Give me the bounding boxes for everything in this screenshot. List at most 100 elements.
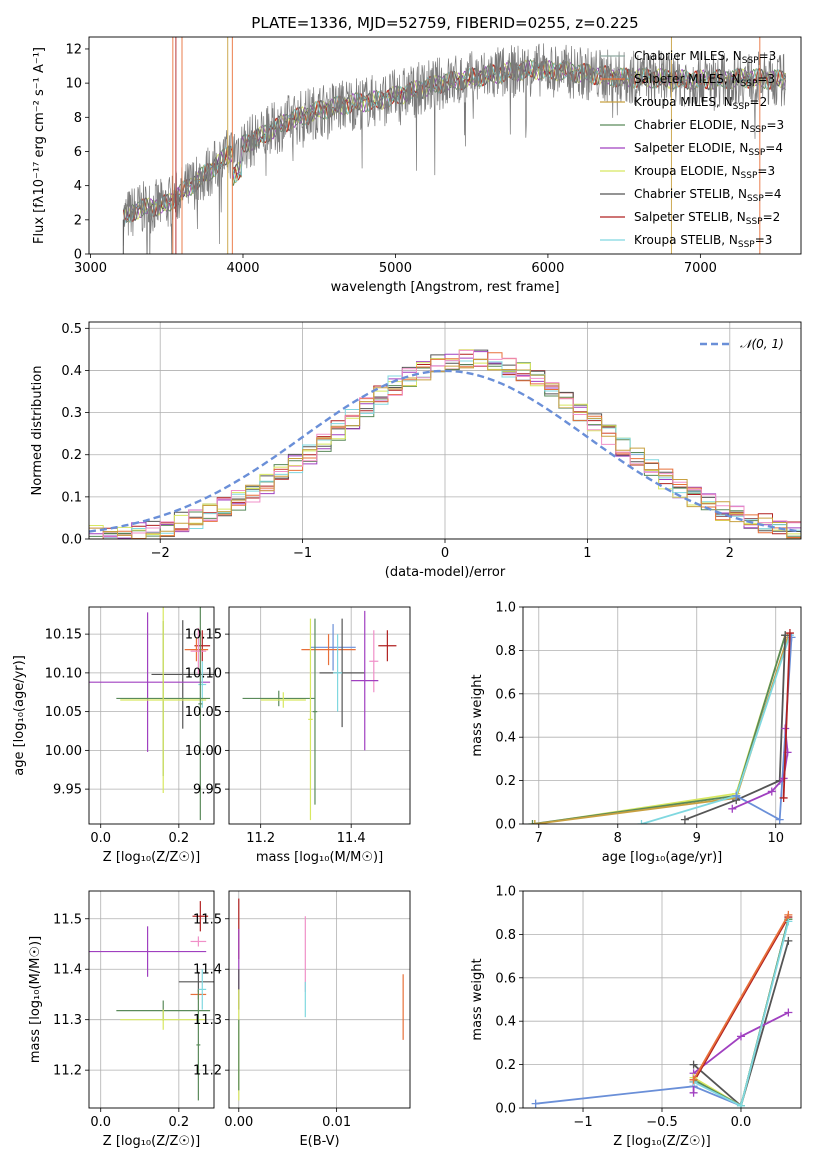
x-tick-label: 2 <box>726 546 734 561</box>
x-tick-label: 4000 <box>226 261 259 276</box>
x-tick-label: 0.2 <box>169 831 190 846</box>
y-tick-label: 1.0 <box>495 885 516 900</box>
x-axis-label: (data-model)/error <box>385 565 506 580</box>
figure-title: PLATE=1336, MJD=52759, FIBERID=0255, z=0… <box>251 14 638 32</box>
weight-line <box>534 637 789 824</box>
weight-line <box>641 634 791 824</box>
axes-frame <box>88 36 802 255</box>
y-tick-label: 11.2 <box>193 1064 222 1079</box>
weight-marker <box>732 791 741 800</box>
x-tick-label: 7 <box>535 831 543 846</box>
x-tick-label: 3000 <box>74 261 107 276</box>
x-axis-label: Z [log₁₀(Z/Z☉)] <box>103 850 200 865</box>
y-tick-label: 10.05 <box>185 705 222 720</box>
y-tick-label: 10.00 <box>185 744 222 759</box>
panel-residuals: −2 −1 0 1 2 0.0 0.1 0.2 0.3 0.4 0.5 (data-model)/er… <box>30 321 802 580</box>
y-tick-label: 0.0 <box>495 1102 516 1117</box>
weight-marker <box>689 1075 698 1084</box>
y-tick-label: 0.4 <box>495 731 516 746</box>
y-tick-label: 6 <box>74 145 82 160</box>
data-spectrum <box>122 43 786 254</box>
y-tick-label: 0.4 <box>495 1015 516 1030</box>
y-tick-label: 11.2 <box>53 1064 82 1079</box>
axes-frame <box>522 890 802 1109</box>
weight-marker <box>784 1008 793 1017</box>
y-tick-label: 0.8 <box>495 928 516 943</box>
weight-marker <box>781 724 790 733</box>
axes-frame <box>88 321 802 540</box>
weight-marker <box>767 787 776 796</box>
x-tick-label: −0.5 <box>646 1115 678 1130</box>
legend-label: Kroupa MILES, NSSP=2 <box>634 95 767 112</box>
legend-label: 𝒩(0, 1) <box>740 337 784 351</box>
weight-marker <box>784 936 793 945</box>
legend-label: Kroupa STELIB, NSSP=3 <box>634 233 772 250</box>
plot-area-mass_vs_Z <box>89 891 214 1108</box>
x-tick-label: 10 <box>767 831 784 846</box>
weight-marker <box>779 793 788 802</box>
plot-area-age_vs_Z <box>89 607 214 824</box>
plot-area-massweight_vs_Z <box>523 891 801 1108</box>
panel-age_vs_Z: 0.0 0.2 9.95 10.00 10.05 10.10 10.15 Z [log₁₀(Z… <box>12 606 215 865</box>
weight-marker <box>530 820 539 824</box>
x-axis-label: age [log₁₀(age/yr)] <box>602 850 723 865</box>
legend-label: Salpeter STELIB, NSSP=2 <box>634 210 780 227</box>
y-tick-label: 10.10 <box>45 666 82 681</box>
x-tick-label: −1 <box>573 1115 592 1130</box>
y-tick-label: 0.2 <box>61 448 82 463</box>
axes-frame <box>228 890 411 1109</box>
weight-marker <box>689 1088 698 1097</box>
plot-area-massweight_vs_age <box>523 607 801 824</box>
x-tick-label: 1 <box>583 546 591 561</box>
histogram-step <box>89 358 801 539</box>
x-axis-label: Z [log₁₀(Z/Z☉)] <box>103 1134 200 1149</box>
x-tick-label: 8 <box>614 831 622 846</box>
legend-label: Kroupa ELODIE, NSSP=3 <box>634 164 775 181</box>
x-tick-label: −2 <box>151 546 170 561</box>
weight-marker <box>785 629 794 638</box>
x-tick-label: 11.4 <box>337 831 366 846</box>
y-axis-label: Normed distribution <box>30 366 45 496</box>
weight-marker <box>781 631 790 640</box>
weight-marker <box>528 820 537 824</box>
legend-label: Chabrier STELIB, NSSP=4 <box>634 187 782 204</box>
x-axis-label: wavelength [Angstrom, rest frame] <box>331 280 560 295</box>
weight-line <box>692 914 790 1081</box>
x-tick-label: 5000 <box>379 261 412 276</box>
x-tick-label: 0 <box>441 546 449 561</box>
y-tick-label: 1.0 <box>495 601 516 616</box>
x-axis-label: Z [log₁₀(Z/Z☉)] <box>613 1134 710 1149</box>
legend-label: Salpeter ELODIE, NSSP=4 <box>634 141 783 158</box>
y-tick-label: 11.3 <box>193 1013 222 1028</box>
legend-label: Salpeter MILES, NSSP=3 <box>634 72 775 89</box>
legend-label: Chabrier ELODIE, NSSP=3 <box>634 118 784 135</box>
panel-age_vs_mass: 11.2 11.4 9.95 10.00 10.05 10.10 10.15 mass [lo… <box>185 606 411 865</box>
y-tick-label: 11.4 <box>53 963 82 978</box>
y-tick-label: 2 <box>74 213 82 228</box>
y-tick-label: 0.8 <box>495 644 516 659</box>
weight-marker <box>680 815 689 824</box>
y-tick-label: 10.05 <box>45 705 82 720</box>
weight-marker <box>736 1032 745 1041</box>
y-axis-label: age [log₁₀(age/yr)] <box>12 655 27 776</box>
weight-line <box>692 916 790 1083</box>
y-tick-label: 0.0 <box>495 818 516 833</box>
x-tick-label: 0.0 <box>731 1115 752 1130</box>
y-tick-label: 11.5 <box>53 912 82 927</box>
weight-marker <box>531 1099 540 1108</box>
y-tick-label: 4 <box>74 179 82 194</box>
y-tick-label: 8 <box>74 111 82 126</box>
axes-frame <box>88 890 215 1109</box>
y-tick-label: 0 <box>74 248 82 263</box>
y-tick-label: 9.95 <box>53 783 82 798</box>
axes-frame <box>88 606 215 825</box>
x-tick-label: 0.01 <box>322 1115 351 1130</box>
weight-marker <box>775 815 784 824</box>
y-axis-label: mass weight <box>470 958 485 1040</box>
y-tick-label: 0.6 <box>495 687 516 702</box>
x-tick-label: 0.2 <box>169 1115 190 1130</box>
weight-line <box>782 632 791 799</box>
weight-marker <box>637 820 646 824</box>
x-tick-label: 11.2 <box>246 831 275 846</box>
